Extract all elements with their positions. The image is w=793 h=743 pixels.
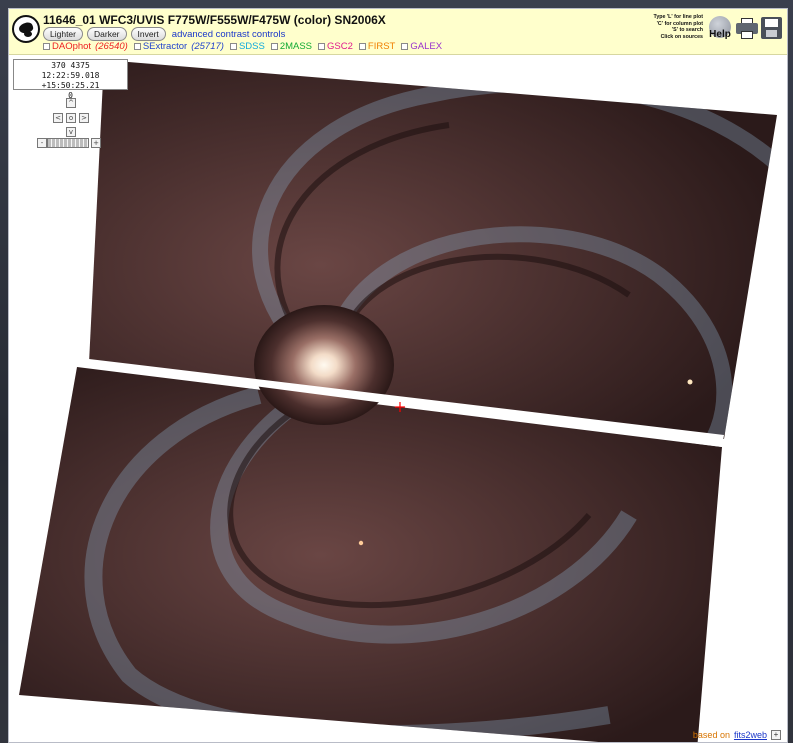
help-button[interactable]: Help [707,16,733,44]
save-button[interactable] [761,17,782,39]
zoom-in-button[interactable]: + [91,138,101,148]
catalog-daophot[interactable]: DAOphot (26540) [43,41,128,52]
catalog-first[interactable]: FIRST [358,41,396,52]
zoom-out-button[interactable]: - [37,138,47,148]
catalog-gsc2[interactable]: GSC2 [318,41,353,52]
catalog-2mass[interactable]: 2MASS [270,41,313,52]
catalog-overlays: DAOphot (26540) SExtractor (25717) SDSS … [43,41,442,52]
pan-up-button[interactable]: ^ [66,98,76,108]
floppy-disk-icon [765,19,778,27]
galaxy-nucleus [254,305,394,425]
catalog-checkbox[interactable] [43,43,50,50]
galaxy-image[interactable] [9,55,787,742]
instruction-line: Type 'L' for line plot [653,14,703,20]
header-bar: 11646_01 WFC3/UVIS F775W/F555W/F475W (co… [9,9,787,55]
instruction-line: 'C' for column plot [656,20,703,27]
expand-button[interactable]: + [771,730,781,740]
catalog-checkbox[interactable] [318,43,326,50]
catalog-galex[interactable]: GALEX [401,41,442,52]
catalog-checkbox[interactable] [133,43,141,50]
fits2web-logo-icon [12,15,40,43]
star [687,379,693,385]
help-label: Help [709,29,731,40]
coordinate-readout: 370 4375 12:22:59.018 +15:50:25.21 0 [13,59,128,100]
contrast-controls: Lighter Darker Invert advanced contrast … [43,27,285,41]
ra-dec-coordinates: 12:22:59.018 +15:50:25.21 [41,71,100,90]
pixel-coordinates: 370 4375 [51,61,90,70]
star [358,540,364,546]
zoom-slider[interactable] [47,138,89,148]
catalog-label: SExtractor [142,41,188,52]
catalog-label: DAOphot [52,41,92,52]
advanced-contrast-link[interactable]: advanced contrast controls [171,28,286,40]
instruction-line: 'S' to search [671,27,703,34]
fits2web-link[interactable]: fits2web [733,730,767,740]
keyboard-instructions: Type 'L' for line plot 'C' for column pl… [617,14,703,40]
cursor-marker-icon [395,402,405,412]
print-button[interactable] [736,18,758,40]
image-viewport[interactable]: 370 4375 12:22:59.018 +15:50:25.21 0 ^ <… [9,55,787,742]
help-icon [709,16,731,38]
catalog-checkbox[interactable] [270,43,278,50]
catalog-label: 2MASS [279,41,313,52]
instruction-line: Click on sources [660,33,703,40]
catalog-label: FIRST [367,41,396,52]
catalog-label: GSC2 [327,41,353,52]
pan-down-button[interactable]: v [66,127,76,137]
darker-button[interactable]: Darker [87,27,127,41]
invert-button[interactable]: Invert [130,27,166,41]
catalog-count: (25717) [191,41,224,52]
pan-left-button[interactable]: < [53,113,63,123]
catalog-sextractor[interactable]: SExtractor (25717) [133,41,224,52]
viewer-panel: 11646_01 WFC3/UVIS F775W/F555W/F475W (co… [8,8,788,743]
pixel-value: 0 [68,91,73,100]
page-title: 11646_01 WFC3/UVIS F775W/F555W/F475W (co… [43,13,386,27]
pan-right-button[interactable]: > [79,113,89,123]
lighter-button[interactable]: Lighter [43,27,83,41]
catalog-checkbox[interactable] [358,43,366,50]
credit-prefix: based on [692,730,730,740]
upper-chip [89,60,777,439]
catalog-label: GALEX [410,41,443,52]
catalog-checkbox[interactable] [229,43,237,50]
catalog-checkbox[interactable] [401,43,409,50]
pan-center-button[interactable]: o [66,113,76,123]
catalog-label: SDSS [238,41,265,52]
catalog-sdss[interactable]: SDSS [229,41,265,52]
catalog-count: (26540) [95,41,128,52]
credit-footer: based on fits2web + [693,730,781,740]
